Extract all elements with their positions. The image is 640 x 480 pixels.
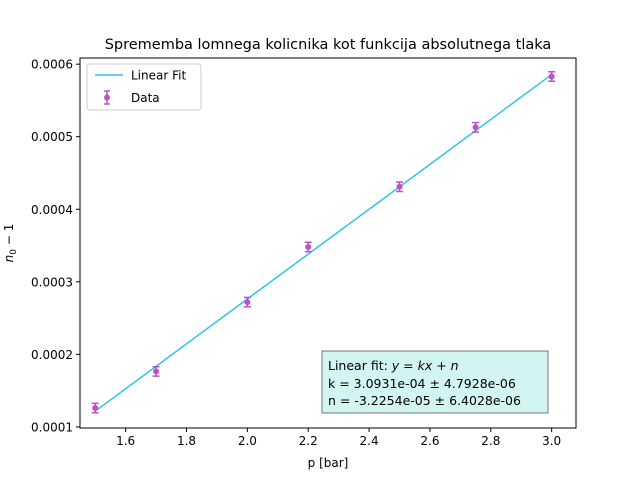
data-point [152,365,160,377]
data-point [243,296,251,308]
x-tick-label: 2.6 [420,434,439,448]
fit-annotation-background [321,350,549,414]
y-tick-label: 0.0002 [31,348,73,362]
data-point [396,181,404,193]
x-tick-label: 1.6 [116,434,135,448]
y-axis-label-main: n [2,255,16,263]
x-tick-label: 2.8 [481,434,500,448]
x-tick-label: 1.8 [177,434,196,448]
y-axis-label-rest: − 1 [2,224,16,249]
fit-annotation-line2: k = 3.0931e-04 ± 4.7928e-06 [328,376,516,391]
data-point [91,402,99,414]
data-marker [472,124,479,131]
x-tick-label: 2.4 [360,434,379,448]
y-tick-label: 0.0003 [31,275,73,289]
y-tick-label: 0.0006 [31,58,73,72]
x-axis-label: p [bar] [308,456,349,470]
x-axis: 1.6 1.8 2.0 2.2 2.4 2.6 2.8 3.0 [116,428,561,448]
fit-annotation-line1: Linear fit: y = kx + n [328,358,459,373]
data-marker [305,243,312,250]
data-point [304,241,312,253]
chart-title: Sprememba lomnega kolicnika kot funkcija… [105,37,552,53]
y-tick-label: 0.0005 [31,130,73,144]
legend-data-swatch [104,90,110,105]
fit-annotation-box: Linear fit: y = kx + n k = 3.0931e-04 ± … [321,350,549,414]
svg-text:n0 − 1: n0 − 1 [2,224,19,263]
data-marker [153,368,160,375]
x-tick-label: 2.2 [299,434,318,448]
data-marker [244,299,251,306]
x-tick-label: 2.0 [238,434,257,448]
y-axis-label: n0 − 1 [2,224,19,263]
data-marker [548,73,555,80]
y-axis: 0.0001 0.0002 0.0003 0.0004 0.0005 0.0006 [31,58,80,434]
data-marker [92,405,99,412]
legend-fit-label: Linear Fit [131,69,186,83]
data-layer [91,71,556,414]
legend-data-label: Data [131,91,160,105]
x-tick-label: 3.0 [542,434,561,448]
y-axis-label-sub: 0 [9,249,19,255]
data-point [472,121,480,133]
y-tick-label: 0.0004 [31,203,73,217]
fit-annotation-line3: n = -3.2254e-05 ± 6.4028e-06 [328,393,521,408]
legend: Linear Fit Data [86,63,202,111]
y-tick-label: 0.0001 [31,420,73,434]
data-point [548,71,556,82]
data-marker [396,183,403,190]
